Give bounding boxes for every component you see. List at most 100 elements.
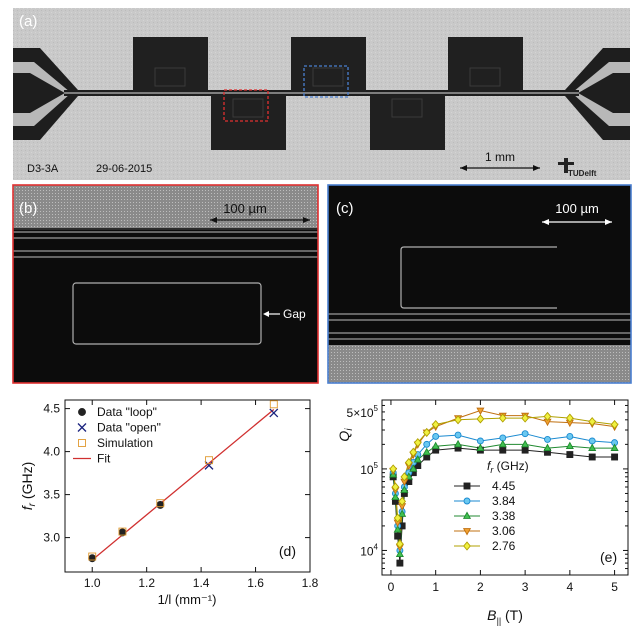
x-tick-label-d: 1.8 [302, 576, 319, 590]
legend-label-d: Fit [97, 452, 111, 466]
y-tick-label-d: 4.5 [43, 402, 60, 416]
zoom-box-c [303, 65, 349, 98]
data-point-4.45 [566, 451, 574, 459]
y-tick-label-e: 5×105 [347, 404, 379, 420]
legend-swatch-e [463, 541, 471, 551]
legend-label-e: 3.06 [492, 524, 516, 538]
legend-swatch-e [463, 497, 471, 505]
data-point-2.76 [413, 438, 422, 448]
legend-label-e: 3.84 [492, 494, 516, 508]
x-tick-label-d: 1.6 [247, 576, 264, 590]
data-point-2.76 [396, 539, 404, 549]
data-point-3.38 [393, 525, 402, 533]
data-point-3.84 [588, 437, 596, 445]
scale-label-c: 100 µm [555, 201, 599, 216]
chart-d: 1.0 1.2 1.4 1.6 1.83.03.54.04.5 Data "loop"D… [19, 399, 319, 607]
data-point-3.38 [413, 455, 422, 463]
y-tick-label-d: 3.5 [43, 488, 60, 502]
resonator-pad [370, 95, 445, 150]
y-axis-label-d: fr (GHz) [19, 462, 38, 510]
zoom-box-b [223, 89, 269, 122]
data-point-3.38 [453, 439, 463, 448]
gap-label: Gap [283, 307, 306, 321]
data-point-2.76 [543, 411, 552, 422]
legend-swatch-e [463, 482, 471, 490]
data-point-3.38 [565, 441, 574, 450]
data-point-3.84 [423, 440, 431, 448]
data-point-3.84 [544, 435, 551, 443]
panel-b: (b) 100 µm Gap [12, 184, 319, 384]
data-point-4.45 [394, 532, 402, 540]
scale-label-b: 100 µm [223, 201, 267, 216]
simulation-point [205, 456, 213, 465]
data-point-2.76 [409, 447, 418, 457]
legend-label-d: Data "loop" [97, 405, 157, 419]
y-tick-label-d: 4.0 [43, 445, 60, 459]
data-point-3.38 [610, 443, 619, 451]
panel-c-frame [327, 184, 632, 384]
legend-title-e: fr (GHz) [487, 459, 529, 475]
data-point-3.38 [395, 549, 404, 558]
image-date: 29-06-2015 [96, 163, 152, 175]
x-tick-label-d: 1.2 [138, 576, 155, 590]
data-point-3.38 [588, 443, 597, 451]
logo-text: TUDelft [568, 169, 597, 178]
data-point-4.45 [396, 559, 404, 567]
data-point-4.45 [521, 446, 529, 454]
legend-label-d: Simulation [97, 436, 153, 450]
x-axis-label-d: 1/l (mm⁻¹) [158, 592, 217, 607]
x-tick-label-e: 1 [432, 580, 439, 594]
data-point-3.84 [476, 437, 484, 445]
x-tick-label-d: 1.0 [84, 576, 101, 590]
data-loop-point [156, 500, 165, 509]
data-point-4.45 [588, 453, 596, 461]
panel-label-c: (c) [336, 200, 354, 217]
x-tick-label-e: 0 [388, 580, 395, 594]
data-point-3.84 [432, 433, 440, 440]
legend-e: fr (GHz) 4.453.843.383.062.76 [454, 459, 529, 553]
panel-label-d: (d) [279, 543, 296, 559]
y-axis-label-e: Qi [336, 428, 355, 442]
simulation-point [88, 552, 97, 561]
data-point-3.84 [454, 431, 462, 439]
data-point-2.76 [398, 496, 407, 506]
y-tick-label-d: 3.0 [43, 531, 60, 545]
data-point-2.76 [431, 419, 440, 430]
panel-label-e: (e) [600, 549, 617, 565]
tudelft-logo: TUDelft [558, 158, 597, 178]
legend-swatch-d [78, 408, 86, 416]
ground-plane-texture [328, 345, 631, 383]
legend-d: Data "loop" Data "open"Simulation Fit [73, 405, 161, 466]
resonator-pad [133, 37, 208, 92]
data-point-2.76 [521, 413, 530, 423]
simulation-point [118, 527, 127, 536]
resonator-loop [72, 282, 262, 345]
data-point-2.76 [565, 413, 574, 423]
data-point-2.76 [393, 513, 402, 523]
simulation-point [156, 499, 165, 508]
legend-label-e: 4.45 [492, 479, 516, 493]
data-point-2.76 [454, 415, 462, 425]
legend-label-d: Data "open" [97, 421, 161, 435]
data-point-2.76 [610, 419, 619, 430]
legend-swatch-e [462, 511, 472, 519]
panel-label-a: (a) [19, 13, 37, 30]
data-point-3.38 [476, 443, 485, 451]
data-open-point [269, 408, 279, 418]
resonator-open [400, 246, 557, 309]
data-point-3.84 [566, 433, 574, 440]
data-point-3.38 [543, 443, 552, 451]
data-point-2.76 [391, 482, 400, 492]
x-tick-label-e: 5 [611, 580, 618, 594]
data-point-3.38 [409, 464, 418, 472]
x-tick-label-e: 3 [522, 580, 529, 594]
data-point-3.38 [391, 492, 400, 501]
x-tick-label-d: 1.4 [193, 576, 210, 590]
data-point-3.38 [422, 447, 431, 456]
ticks-e: 0 1 2 3 4 5 104 105 5×105 [347, 399, 628, 594]
data-point-2.76 [588, 417, 597, 427]
resonator-pad [291, 37, 366, 92]
panel-a: (a) D3-3A 29-06-2015 1 mm TUDelft [13, 8, 630, 180]
simulation-point [269, 400, 278, 409]
